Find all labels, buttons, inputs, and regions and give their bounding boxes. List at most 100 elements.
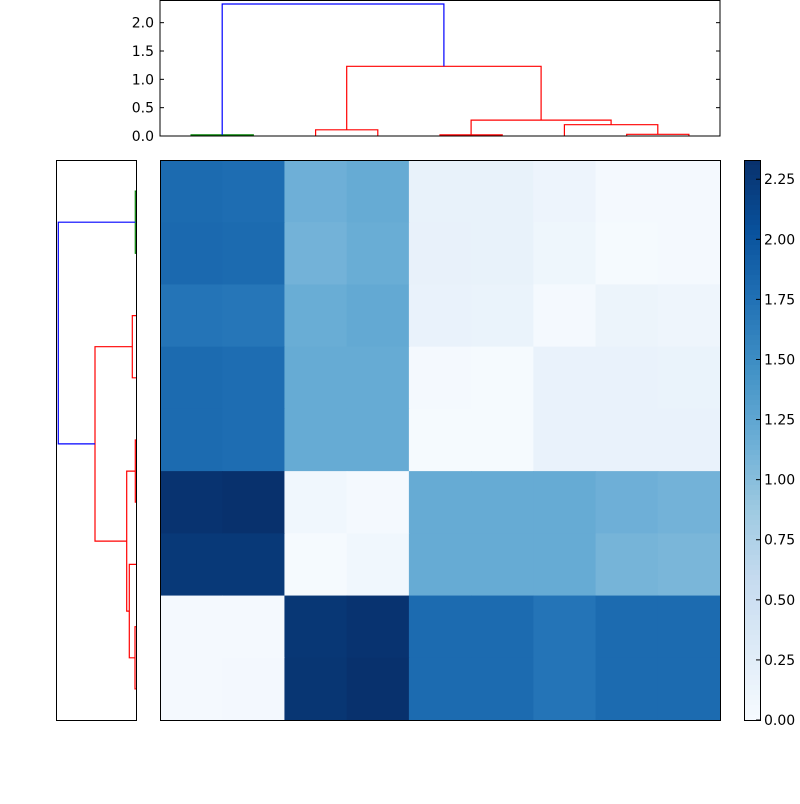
left-dendrogram-link-0	[134, 190, 136, 254]
colorbar-segment	[744, 460, 760, 466]
colorbar-segment	[744, 595, 760, 601]
top-ytick-label: 2.0	[132, 16, 154, 32]
heatmap-cell	[595, 222, 659, 286]
colorbar-segment	[744, 615, 760, 621]
top-ytick-label: 1.5	[132, 44, 154, 60]
heatmap-cell	[160, 222, 223, 286]
colorbar-segment	[744, 410, 760, 416]
colorbar-segment	[744, 480, 760, 486]
colorbar-segment	[744, 300, 760, 306]
heatmap-cell	[346, 408, 410, 472]
colorbar-segment	[744, 355, 760, 361]
colorbar-segment	[744, 385, 760, 391]
heatmap-cell	[408, 595, 472, 659]
heatmap-cell	[595, 595, 659, 659]
colorbar-segment	[744, 485, 760, 491]
colorbar-segment	[744, 425, 760, 431]
colorbar-segment	[744, 370, 760, 376]
heatmap-cell	[657, 595, 721, 659]
colorbar-frame	[744, 160, 761, 721]
colorbar-segment	[744, 280, 760, 286]
colorbar-tick-label: 1.75	[764, 292, 795, 308]
heatmap-cell	[160, 657, 223, 721]
colorbar-segment	[744, 400, 760, 406]
colorbar-segment	[744, 345, 760, 351]
colorbar-tick-label: 0.50	[764, 593, 795, 609]
heatmap-cell	[222, 595, 286, 659]
colorbar-tick-label: 1.25	[764, 413, 795, 429]
colorbar-segment	[744, 245, 760, 251]
heatmap-cell	[533, 346, 597, 410]
heatmap-cell	[284, 160, 348, 223]
left-dendrogram	[56, 160, 137, 721]
colorbar-segment	[744, 520, 760, 526]
heatmap-cell	[595, 657, 659, 721]
heatmap-cell	[657, 408, 721, 472]
colorbar-segment	[744, 530, 760, 536]
heatmap-cell	[346, 284, 410, 348]
colorbar-segment	[744, 435, 760, 441]
heatmap-cell	[222, 657, 286, 721]
heatmap-cell	[408, 471, 472, 534]
colorbar-segment	[744, 540, 760, 546]
colorbar-segment	[744, 255, 760, 261]
heatmap-cell	[533, 595, 597, 659]
colorbar-segment	[744, 600, 760, 606]
colorbar-segment	[744, 525, 760, 531]
heatmap-cell	[533, 222, 597, 286]
heatmap-cell	[222, 284, 286, 348]
heatmap-cell	[160, 471, 223, 534]
heatmap-cell	[160, 408, 223, 472]
heatmap-cell	[284, 346, 348, 410]
heatmap-cell	[160, 595, 223, 659]
heatmap-cell	[595, 284, 659, 348]
heatmap-cell	[471, 222, 534, 286]
colorbar-segment	[744, 550, 760, 556]
colorbar-segment	[744, 240, 760, 246]
colorbar-segment	[744, 680, 760, 686]
heatmap-cell	[222, 408, 286, 472]
colorbar-segment	[744, 590, 760, 596]
heatmap-cell	[595, 533, 659, 597]
heatmap-cell	[595, 408, 659, 472]
colorbar-segment	[744, 225, 760, 231]
colorbar-segment	[744, 465, 760, 471]
colorbar-segment	[744, 215, 760, 221]
colorbar-segment	[744, 330, 760, 336]
colorbar-segment	[744, 170, 760, 176]
heatmap-cell	[408, 533, 472, 597]
colorbar: 0.00 0.25 0.50 0.75 1.00 1.25 1.50 1.75 2.00 2.25	[744, 160, 795, 729]
colorbar-segment	[744, 610, 760, 616]
colorbar-segment	[744, 690, 760, 696]
colorbar-segment	[744, 320, 760, 326]
colorbar-tick-label: 1.50	[764, 352, 795, 368]
colorbar-segment	[744, 210, 760, 216]
top-dendrogram-frame	[159, 0, 721, 137]
colorbar-segment	[744, 470, 760, 476]
colorbar-segment	[744, 705, 760, 711]
heatmap-cell	[471, 471, 534, 534]
colorbar-tick-label: 1.00	[764, 473, 795, 489]
heatmap-cell	[346, 471, 410, 534]
colorbar-segment	[744, 160, 760, 166]
colorbar-segment	[744, 685, 760, 691]
colorbar-segment	[744, 515, 760, 521]
heatmap-cell	[222, 346, 286, 410]
heatmap-cell	[284, 471, 348, 534]
heatmap-cell	[408, 284, 472, 348]
heatmap-cell	[533, 657, 597, 721]
colorbar-segment	[744, 365, 760, 371]
colorbar-segment	[744, 670, 760, 676]
colorbar-segment	[744, 390, 760, 396]
colorbar-segment	[744, 585, 760, 591]
colorbar-segment	[744, 695, 760, 701]
heatmap-cell	[657, 222, 721, 286]
colorbar-segment	[744, 350, 760, 356]
colorbar-segment	[744, 200, 760, 206]
colorbar-segment	[744, 545, 760, 551]
colorbar-segment	[744, 500, 760, 506]
heatmap-cell	[346, 595, 410, 659]
colorbar-segment	[744, 650, 760, 656]
heatmap-cell	[471, 346, 534, 410]
heatmap-cell	[471, 408, 534, 472]
